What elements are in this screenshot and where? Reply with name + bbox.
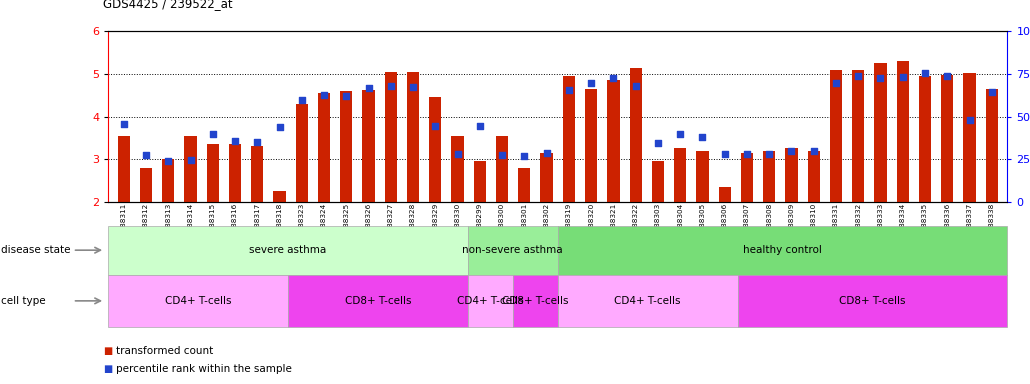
Point [828,79,845,86]
Point [627,83,644,89]
Bar [852,70,864,202]
Bar [407,72,419,202]
Bar [874,63,887,202]
Text: healthy control: healthy control [743,245,822,255]
Point [160,158,176,164]
Bar [162,159,174,202]
Bar [474,161,486,202]
Bar [430,98,442,202]
Bar [296,104,308,202]
Point [739,151,755,157]
Text: CD8+ T-cells: CD8+ T-cells [502,296,569,306]
Point [872,75,889,81]
Bar [608,80,619,202]
Bar [451,136,464,202]
Point [650,140,666,146]
Point [516,152,533,159]
Bar [318,93,331,202]
Bar [919,76,931,202]
Bar [785,149,797,202]
Point [761,151,778,157]
Bar [518,167,530,202]
Text: CD8+ T-cells: CD8+ T-cells [345,296,411,306]
Text: CD4+ T-cells: CD4+ T-cells [615,296,681,306]
Point [249,139,266,145]
Bar [741,153,753,202]
Bar [207,144,219,202]
Bar [541,153,553,202]
Point [805,148,822,154]
Text: ■: ■ [103,364,112,374]
Bar [629,68,642,202]
Text: CD8+ T-cells: CD8+ T-cells [839,296,905,306]
Bar [140,167,152,202]
Point [606,75,622,81]
Point [205,131,221,137]
Bar [986,89,998,202]
Bar [763,151,776,202]
Point [493,152,510,158]
Bar [363,90,375,202]
Point [338,93,354,99]
Text: non-severe asthma: non-severe asthma [462,245,563,255]
Point [405,84,421,90]
Point [560,87,577,93]
Bar [896,61,908,202]
Point [427,123,444,129]
Text: percentile rank within the sample: percentile rank within the sample [116,364,293,374]
Point [316,92,333,98]
Point [961,117,977,123]
Point [360,84,377,91]
Point [939,73,956,79]
Point [583,80,599,86]
Bar [963,73,975,202]
Point [138,152,154,158]
Point [449,151,466,157]
Point [672,131,688,137]
Bar [384,72,397,202]
Point [382,83,399,89]
Text: ■: ■ [103,346,112,356]
Point [694,134,711,140]
Point [472,123,488,129]
Bar [562,76,575,202]
Point [294,97,310,103]
Point [182,157,199,163]
Bar [251,146,264,202]
Bar [229,144,241,202]
Point [539,150,555,156]
Text: cell type: cell type [1,296,45,306]
Bar [830,70,843,202]
Point [894,74,911,81]
Bar [719,187,731,202]
Bar [340,91,352,202]
Bar [117,136,130,202]
Point [115,121,132,127]
Bar [652,161,664,202]
Point [783,148,799,154]
Bar [585,89,597,202]
Text: CD4+ T-cells: CD4+ T-cells [457,296,523,306]
Point [850,73,866,79]
Bar [941,75,954,202]
Bar [184,136,197,202]
Point [917,70,933,76]
Bar [496,136,508,202]
Bar [696,151,709,202]
Text: GDS4425 / 239522_at: GDS4425 / 239522_at [103,0,233,10]
Text: transformed count: transformed count [116,346,213,356]
Bar [674,149,686,202]
Point [271,124,287,130]
Bar [808,151,820,202]
Point [984,89,1000,95]
Text: CD4+ T-cells: CD4+ T-cells [165,296,232,306]
Point [227,138,243,144]
Text: disease state: disease state [1,245,70,255]
Text: severe asthma: severe asthma [249,245,327,255]
Bar [273,191,285,202]
Point [717,151,733,157]
